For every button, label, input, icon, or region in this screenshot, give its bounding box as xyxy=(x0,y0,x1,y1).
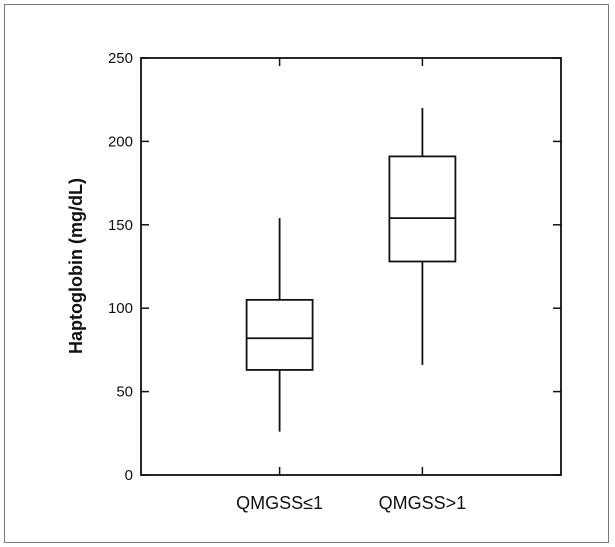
y-tick-label: 150 xyxy=(108,217,133,234)
y-tick-label: 200 xyxy=(108,133,133,150)
x-axis-ticks: QMGSS≤1 QMGSS>1 xyxy=(236,58,466,513)
x-category-label: QMGSS≤1 xyxy=(236,493,323,513)
y-tick-label: 0 xyxy=(125,467,133,484)
y-axis-ticks: 0 50 100 150 200 250 xyxy=(108,50,561,484)
iqr-box xyxy=(245,298,314,371)
x-category-label: QMGSS>1 xyxy=(379,493,467,513)
y-tick-label: 100 xyxy=(108,300,133,317)
box-1 xyxy=(245,218,314,432)
boxes-layer xyxy=(245,108,457,432)
y-tick-label: 250 xyxy=(108,50,133,67)
figure-frame xyxy=(4,4,609,543)
iqr-box xyxy=(388,155,457,263)
y-tick-label: 50 xyxy=(116,384,133,401)
box-2 xyxy=(388,108,457,365)
plot-area xyxy=(140,57,562,476)
y-axis-title: Haptoglobin (mg/dL) xyxy=(66,178,86,354)
